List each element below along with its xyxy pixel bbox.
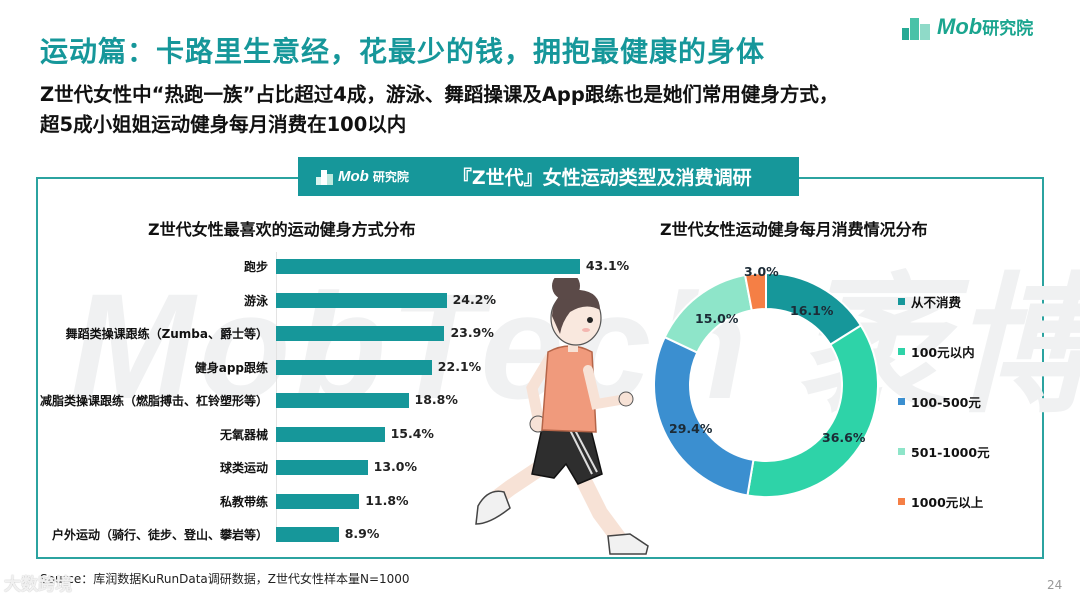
bar-row: 无氧器械 15.4% xyxy=(40,424,640,444)
legend-item-100-500: 100-500元 xyxy=(898,376,990,426)
building-logo-icon xyxy=(316,169,334,185)
donut-label-never: 16.1% xyxy=(790,303,834,318)
donut-chart xyxy=(653,271,879,498)
bar-row: 舞蹈类操课跟练（Zumba、爵士等） 23.9% xyxy=(40,323,640,343)
bar xyxy=(276,527,339,542)
donut-label-under100: 36.6% xyxy=(822,430,866,445)
bar-value-label: 24.2% xyxy=(452,291,496,307)
bar-row: 游泳 24.2% xyxy=(40,290,640,310)
bar-category-label: 球类运动 xyxy=(219,461,268,475)
bar-row: 户外运动（骑行、徒步、登山、攀岩等） 8.9% xyxy=(40,524,640,544)
bar-category-label: 私教带练 xyxy=(219,494,268,509)
donut-chart-title: Z世代女性运动健身每月消费情况分布 xyxy=(660,220,928,239)
donut-segment xyxy=(743,271,767,312)
bar xyxy=(276,326,445,341)
bar-row: 球类运动 13.0% xyxy=(40,457,640,477)
subtitle-line-2: 超5成小姐姐运动健身每月消费在100以内 xyxy=(40,113,407,136)
bar-row: 减脂类操课跟练（燃脂搏击、杠铃塑形等） 18.8% xyxy=(40,390,640,410)
bar-category-label: 健身app跟练 xyxy=(194,360,268,375)
bar-value-label: 43.1% xyxy=(585,258,630,273)
bar-value-label: 11.8% xyxy=(365,492,409,508)
legend-swatch-icon xyxy=(898,447,905,455)
subtitle-line-1: Z世代女性中“热跑一族”占比超过4成，游泳、舞蹈操课及App跟练也是她们常用健身… xyxy=(40,83,839,106)
page-subtitle: Z世代女性中“热跑一族”占比超过4成，游泳、舞蹈操课及App跟练也是她们常用健身… xyxy=(40,80,1070,140)
legend-item-under100: 100元以内 xyxy=(898,326,990,376)
bar xyxy=(276,460,368,475)
bar-category-label: 户外运动（骑行、徒步、登山、攀岩等） xyxy=(51,528,268,542)
legend-swatch-icon xyxy=(898,297,905,305)
bar-value-label: 22.1% xyxy=(437,358,482,374)
band-title: 『Z世代』女性运动类型及消费调研 xyxy=(452,167,752,189)
brand-latin: Mob xyxy=(937,14,983,39)
bar-value-label: 13.0% xyxy=(373,459,418,474)
page-number: 24 xyxy=(1047,578,1063,592)
bar-category-label: 跑步 xyxy=(243,260,268,274)
band-logo-cn: 研究院 xyxy=(372,170,409,184)
bar-category-label: 舞蹈类操课跟练（Zumba、爵士等） xyxy=(65,327,268,341)
bar-category-label: 无氧器械 xyxy=(219,427,268,442)
bar-value-label: 15.4% xyxy=(390,425,434,441)
bar-row: 健身app跟练 22.1% xyxy=(40,357,640,377)
bar xyxy=(276,292,447,308)
legend-item-over1000: 1000元以上 xyxy=(898,476,990,526)
bar-value-label: 8.9% xyxy=(344,526,380,541)
legend-swatch-icon xyxy=(898,497,905,505)
bar xyxy=(276,393,409,408)
donut-label-100-500: 29.4% xyxy=(669,421,713,436)
band-logo-latin: Mob xyxy=(338,168,369,185)
donut-label-over1000: 3.0% xyxy=(744,264,779,279)
runner-illustration xyxy=(475,278,649,555)
bar-chart-title: Z世代女性最喜欢的运动健身方式分布 xyxy=(148,220,416,239)
overlay-watermark: 大数跨境 xyxy=(4,575,72,595)
bar-category-label: 减脂类操课跟练（燃脂搏击、杠铃塑形等） xyxy=(39,394,268,408)
brand-logo: Mob研究院 xyxy=(902,14,1033,40)
legend-swatch-icon xyxy=(898,347,905,355)
bar xyxy=(276,426,385,442)
legend-item-never: 从不消费 xyxy=(898,276,990,326)
bar-category-label: 游泳 xyxy=(243,293,268,308)
bar-row: 私教带练 11.8% xyxy=(40,491,640,511)
brand-cn: 研究院 xyxy=(982,19,1034,38)
page-title: 运动篇：卡路里生意经，花最少的钱，拥抱最健康的身体 xyxy=(40,35,766,68)
donut-legend: 从不消费 100元以内 100-500元 501-1000元 1000元以上 xyxy=(898,276,990,526)
donut-segment xyxy=(746,324,879,498)
bar xyxy=(276,359,432,375)
source-note: Source：库润数据KuRunData调研数据，Z世代女性样本量N=1000 xyxy=(40,572,410,586)
legend-swatch-icon xyxy=(898,397,905,405)
legend-item-501-1000: 501-1000元 xyxy=(898,426,990,476)
section-header-band: Mob 研究院 『Z世代』女性运动类型及消费调研 xyxy=(298,157,799,196)
bar-value-label: 23.9% xyxy=(450,325,494,340)
bar-row: 跑步 43.1% xyxy=(40,256,640,276)
band-logo: Mob 研究院 xyxy=(316,168,409,185)
donut-label-501-1000: 15.0% xyxy=(695,311,739,326)
building-logo-icon xyxy=(902,14,932,40)
bar xyxy=(276,493,360,509)
bar xyxy=(276,259,580,274)
bar-value-label: 18.8% xyxy=(414,392,458,407)
